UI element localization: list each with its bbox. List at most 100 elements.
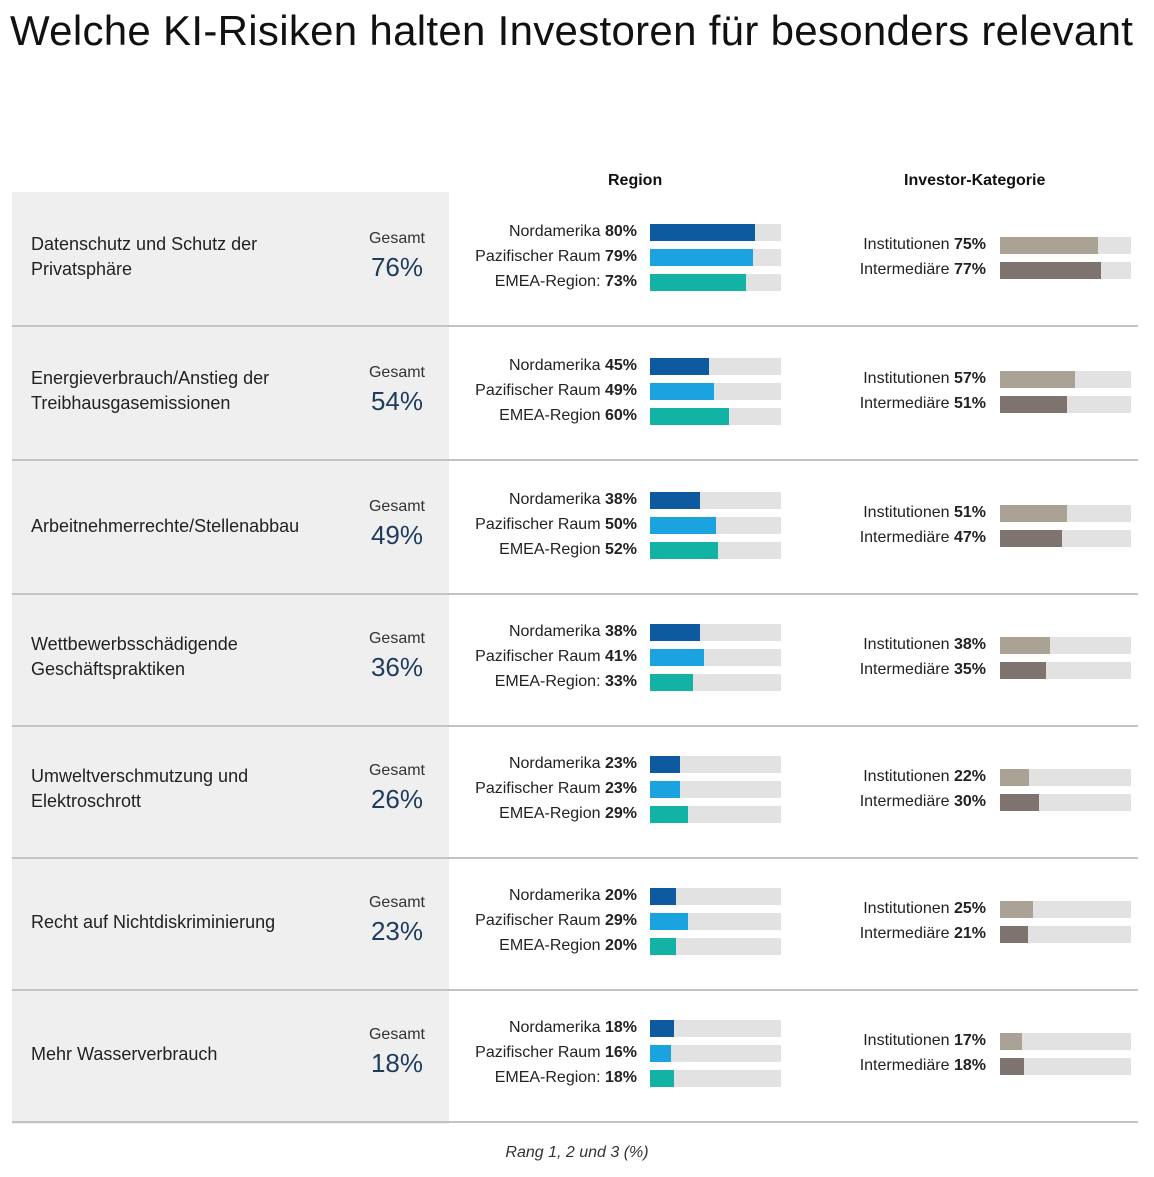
risk-row-6-divider [12,989,1138,991]
risk-row-3-investor-intermediäre-bar [1000,530,1062,547]
risk-row-2-region-nordamerika-track [650,358,781,375]
risk-row-2-region-emea-region-bar [650,408,729,425]
risk-row-6-region-emea-region-value: 20% [604,937,637,954]
risk-row-3-region-emea-region-label: EMEA-Region 52% [499,541,637,558]
risk-row-1-region-pazifischer-raum-bar [650,249,754,266]
risk-row-6-investor-intermediäre-bar [1000,926,1028,943]
risk-row-4-region-nordamerika-value: 38% [604,623,637,640]
risk-row-3-region-pazifischer-raum-value: 50% [604,516,637,533]
risk-row-5-region-pazifischer-raum-label: Pazifischer Raum 23% [475,780,637,797]
risk-row-2-investor-institutionen-label: Institutionen 57% [863,370,986,387]
risk-row-7-label: Mehr Wasserverbrauch [31,1044,218,1064]
risk-row-2-region-pazifischer-raum-bar [650,383,715,400]
risk-label-column-background [12,192,449,1124]
risk-row-2-gesamt-value: 54% [370,386,424,416]
risk-row-4-label: Wettbewerbsschädigende Geschäftspraktike… [31,634,238,679]
risk-row-5-gesamt-label: Gesamt [368,762,425,779]
risk-row-6-region-nordamerika-value: 20% [604,887,637,904]
risk-row-1-investor-institutionen-track [1000,237,1131,254]
risk-row-3-region-nordamerika-track [650,492,781,509]
risk-row-3-investor-institutionen-bar [1000,505,1067,522]
risk-row-6-investor-intermediäre-track [1000,926,1131,943]
risk-row-1-region-emea-region-label: EMEA-Region: 73% [494,273,637,290]
risk-row-1-region-nordamerika-track [650,224,781,241]
page-title: Welche KI-Risiken halten Investoren für … [10,7,1134,54]
risk-row-4-divider [12,725,1138,727]
risk-row-2-investor-institutionen-value: 57% [953,370,986,387]
risk-row-5-region-nordamerika-track [650,756,781,773]
risk-row-1-region-pazifischer-raum-track [650,249,781,266]
risk-row-2-investor-intermediäre-bar [1000,396,1067,413]
risk-row-5-investor-institutionen-track [1000,769,1131,786]
risk-row-5-region-nordamerika-bar [650,756,681,773]
risk-row-5-label: Umweltverschmutzung und Elektroschrott [31,766,249,811]
risk-row-3-investor-intermediäre-label: Intermediäre 47% [859,529,986,546]
risk-row-1-investor-institutionen-value: 75% [953,236,986,253]
risk-row-7-gesamt-value: 18% [370,1048,424,1078]
risk-row-7-investor-institutionen-bar [1000,1033,1023,1050]
risk-row-3-region-nordamerika-value: 38% [604,491,637,508]
risk-row-6-region-pazifischer-raum-bar [650,913,688,930]
risk-row-7-investor-institutionen-label: Institutionen 17% [863,1032,986,1049]
risk-row-1-region-emea-region-bar [650,274,746,291]
risk-row-6-region-emea-region-track [650,938,781,955]
risk-row-7-region-nordamerika-bar [650,1020,674,1037]
risk-row-7-investor-intermediäre-value: 18% [953,1057,986,1074]
risk-row-1-region-nordamerika-bar [650,224,755,241]
risk-row-4-investor-intermediäre-value: 35% [953,661,986,678]
risk-row-2-region-pazifischer-raum-track [650,383,781,400]
region-column-header: Region [608,172,663,189]
risk-row-3-gesamt-value: 49% [370,520,424,550]
risk-row-1-region-pazifischer-raum-label: Pazifischer Raum 79% [475,248,637,265]
risk-row-7-region-pazifischer-raum-value: 16% [604,1044,637,1061]
risk-row-2-gesamt-label: Gesamt [368,364,425,381]
risk-row-4-investor-institutionen-track [1000,637,1131,654]
risk-row-2-region-emea-region-track [650,408,781,425]
risk-row-2-region-pazifischer-raum-value: 49% [604,382,637,399]
risk-row-4-investor-institutionen-label: Institutionen 38% [863,636,986,653]
risk-row-3-label: Arbeitnehmerrechte/Stellenabbau [31,516,300,536]
risk-row-2-label: Energieverbrauch/Anstieg der Treibhausga… [31,368,270,413]
risk-row-5-region-nordamerika-value: 23% [604,755,637,772]
risk-row-1-region-emea-region-track [650,274,781,291]
risk-row-2-region-nordamerika-bar [650,358,709,375]
risk-row-4-region-pazifischer-raum-track [650,649,781,666]
risk-row-5-investor-intermediäre-value: 30% [953,793,986,810]
risk-row-2-region-pazifischer-raum-label: Pazifischer Raum 49% [475,382,637,399]
risk-row-6-investor-institutionen-track [1000,901,1131,918]
risk-row-7-investor-intermediäre-track [1000,1058,1131,1075]
risk-row-6-region-emea-region-bar [650,938,677,955]
risk-row-4-investor-institutionen-bar [1000,637,1050,654]
risk-row-3-investor-intermediäre-track [1000,530,1131,547]
risk-row-2-investor-intermediäre-label: Intermediäre 51% [859,395,986,412]
risk-row-3-region-pazifischer-raum-track [650,517,781,534]
risk-row-1-investor-institutionen-bar [1000,237,1099,254]
risk-row-5-region-pazifischer-raum-bar [650,781,681,798]
risk-row-7-region-emea-region-label: EMEA-Region: 18% [494,1069,637,1086]
risk-row-5-region-pazifischer-raum-track [650,781,781,798]
risk-row-7-region-nordamerika-value: 18% [604,1019,637,1036]
risk-row-3-region-nordamerika-label: Nordamerika 38% [508,491,637,508]
risk-row-6-gesamt-value: 23% [370,916,424,946]
risk-row-5-investor-intermediäre-label: Intermediäre 30% [859,793,986,810]
risk-row-3-investor-institutionen-value: 51% [953,504,986,521]
risk-row-7-region-nordamerika-track [650,1020,781,1037]
footnote: Rang 1, 2 und 3 (%) [505,1144,649,1161]
risk-row-1-region-pazifischer-raum-value: 79% [604,248,637,265]
risk-row-2-region-emea-region-value: 60% [604,407,637,424]
risk-row-5-region-emea-region-value: 29% [604,805,637,822]
risk-row-2-region-emea-region-label: EMEA-Region 60% [499,407,637,424]
risk-row-6-investor-intermediäre-label: Intermediäre 21% [859,925,986,942]
risk-row-6-investor-institutionen-label: Institutionen 25% [863,900,986,917]
risk-row-6-investor-institutionen-value: 25% [953,900,986,917]
risk-row-2-investor-institutionen-bar [1000,371,1075,388]
risk-row-3-region-emea-region-track [650,542,781,559]
risk-row-4-investor-intermediäre-label: Intermediäre 35% [859,661,986,678]
risk-row-3-gesamt-label: Gesamt [368,498,425,515]
risk-row-5-region-emea-region-bar [650,806,688,823]
risk-row-3-region-emea-region-bar [650,542,719,559]
risk-row-3-region-pazifischer-raum-bar [650,517,716,534]
risk-row-6-region-pazifischer-raum-label: Pazifischer Raum 29% [475,912,637,929]
risk-row-4-region-nordamerika-track [650,624,781,641]
risk-row-4-region-emea-region-track [650,674,781,691]
